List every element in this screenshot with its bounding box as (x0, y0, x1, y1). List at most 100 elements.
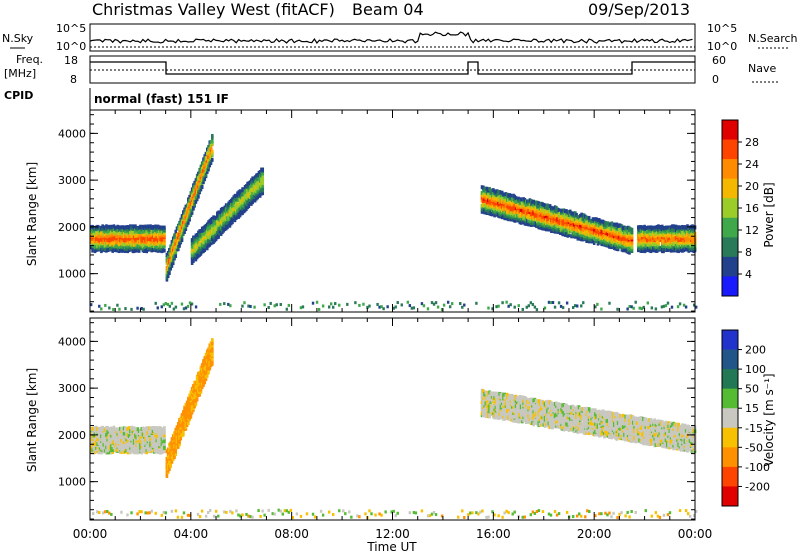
data-cell (386, 305, 389, 309)
data-cell (338, 303, 341, 307)
data-cell (163, 426, 166, 431)
data-cell (207, 167, 210, 172)
data-cell (211, 361, 214, 366)
data-cell (576, 304, 579, 308)
data-cell (205, 373, 209, 378)
freq-label: Freq. (16, 53, 43, 66)
data-cell (247, 204, 251, 209)
data-cell (261, 178, 265, 183)
data-cell (638, 306, 641, 310)
data-cell (499, 411, 503, 416)
data-cell (142, 307, 145, 311)
data-cell (129, 450, 132, 455)
data-cell (189, 414, 193, 419)
freq-tick-top: 18 (64, 54, 78, 67)
nave-label: Nave (748, 62, 776, 75)
data-cell (400, 303, 403, 307)
data-cell (204, 172, 208, 177)
data-cell (575, 212, 578, 217)
data-cell (174, 229, 178, 234)
data-cell (174, 449, 178, 454)
data-cell (432, 302, 436, 306)
data-cell (200, 173, 204, 178)
data-cell (139, 246, 142, 251)
data-cell (227, 302, 230, 306)
data-cell (211, 338, 214, 343)
data-cell (412, 306, 416, 310)
data-cell (565, 301, 569, 305)
data-cell (211, 151, 214, 156)
data-cell (195, 396, 199, 401)
data-cell (170, 459, 174, 464)
data-cell (180, 234, 184, 239)
data-cell (184, 227, 188, 232)
data-cell (180, 237, 184, 242)
data-cell (174, 253, 178, 258)
data-cell (513, 407, 517, 412)
data-cell (509, 408, 513, 413)
data-cell (547, 217, 551, 222)
data-cell (490, 212, 494, 217)
data-cell (239, 189, 243, 194)
data-cell (202, 382, 205, 387)
data-cell (98, 234, 102, 239)
data-cell (508, 393, 512, 398)
data-cell (329, 302, 333, 306)
data-cell (188, 217, 191, 222)
data-cell (106, 450, 109, 455)
data-cell (682, 303, 686, 307)
data-cell (616, 307, 619, 311)
data-cell (287, 303, 291, 307)
data-cell (692, 229, 696, 234)
data-cell (263, 303, 266, 307)
data-cell (186, 304, 190, 308)
data-cell (211, 348, 214, 353)
data-cell (519, 197, 523, 202)
cpid-value: normal (fast) 151 IF (94, 92, 229, 106)
data-cell (219, 302, 222, 306)
data-cell (211, 346, 214, 351)
data-cell (187, 220, 190, 225)
noise-strip: N.Sky N.Search 10^5 10^0 10^5 10^0 (2, 22, 798, 53)
data-cell (426, 307, 430, 311)
data-cell (132, 431, 136, 436)
data-cell (200, 184, 204, 189)
data-cell (630, 305, 633, 309)
data-cell (211, 157, 214, 162)
data-cell (487, 191, 490, 196)
data-cell (362, 302, 365, 306)
data-cell (273, 304, 276, 308)
data-cell (169, 266, 173, 271)
data-cell (194, 305, 198, 309)
noise-tick-bottom-right: 10^0 (707, 40, 737, 53)
data-cell (463, 303, 466, 307)
data-cell (626, 307, 629, 311)
data-cell (261, 171, 265, 176)
data-cell (494, 415, 498, 420)
data-cell (147, 431, 151, 436)
data-cell (241, 206, 244, 211)
data-cell (187, 421, 190, 426)
nsky-trace (89, 31, 693, 44)
data-cell (525, 305, 528, 309)
data-cell (169, 252, 173, 257)
data-cell (267, 306, 270, 310)
data-cell (184, 417, 188, 422)
beam-label: Beam 04 (352, 0, 424, 19)
data-cell (207, 150, 210, 155)
nsky-label: N.Sky (2, 32, 34, 45)
data-cell (514, 196, 518, 201)
data-cell (509, 396, 513, 401)
data-cell (346, 302, 349, 306)
data-cell (209, 160, 213, 165)
data-cell (557, 208, 561, 213)
data-cell (249, 304, 252, 308)
data-cell (223, 302, 226, 306)
data-cell (488, 187, 491, 192)
data-cell (521, 307, 524, 311)
data-cell (188, 194, 191, 199)
data-cell (172, 307, 176, 311)
data-cell (189, 412, 193, 417)
data-cell (209, 145, 213, 150)
